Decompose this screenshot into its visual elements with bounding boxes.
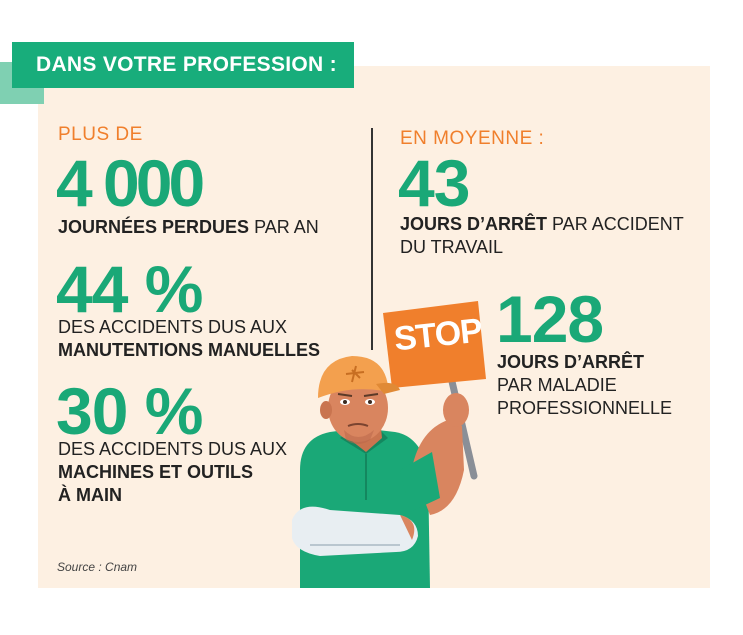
stat-days-lost-rest: PAR AN xyxy=(249,217,319,237)
banner-title: DANS VOTRE PROFESSION : xyxy=(12,42,354,88)
stat-disease-days-bold: JOURS D’ARRÊT xyxy=(497,352,645,372)
stat-accident-days-label: JOURS D’ARRÊT PAR ACCIDENT DU TRAVAIL xyxy=(400,213,684,259)
stat-handling-bold: MANUTENTIONS MANUELLES xyxy=(58,340,320,360)
stat-handling-value: 44 % xyxy=(56,252,203,326)
stat-days-lost-bold: JOURNÉES PERDUES xyxy=(58,217,250,237)
stat-accident-days-value: 43 xyxy=(398,146,470,220)
stat-handling-label: DES ACCIDENTS DUS AUX MANUTENTIONS MANUE… xyxy=(58,316,320,362)
stat-machines-bold1: MACHINES ET OUTILS xyxy=(58,462,254,482)
stat-accident-days-bold: JOURS D’ARRÊT xyxy=(400,214,548,234)
stat-disease-days-label: JOURS D’ARRÊT PAR MALADIE PROFESSIONNELL… xyxy=(497,351,672,420)
stat-days-lost-label: JOURNÉES PERDUES PAR AN xyxy=(58,216,319,239)
stat-handling-line1: DES ACCIDENTS DUS AUX xyxy=(58,317,288,337)
stat-machines-label: DES ACCIDENTS DUS AUX MACHINES ET OUTILS… xyxy=(58,438,287,507)
stat-accident-days-rest: PAR ACCIDENT xyxy=(547,214,684,234)
stat-disease-days-value: 128 xyxy=(496,282,604,356)
worker-cap xyxy=(318,356,400,398)
stat-machines-bold2: À MAIN xyxy=(58,485,122,505)
stat-disease-days-line2: PAR MALADIE xyxy=(497,375,617,395)
worker-head xyxy=(320,374,388,444)
raised-arm xyxy=(400,393,469,515)
stat-disease-days-line3: PROFESSIONNELLE xyxy=(497,398,673,418)
stop-sign xyxy=(383,301,486,388)
stat-days-lost-value: 4 000 xyxy=(56,146,205,220)
stat-machines-line1: DES ACCIDENTS DUS AUX xyxy=(58,439,288,459)
left-kicker: PLUS DE xyxy=(58,124,143,145)
right-kicker: EN MOYENNE : xyxy=(400,128,545,149)
column-divider xyxy=(371,128,373,350)
source-note: Source : Cnam xyxy=(57,560,138,574)
stat-accident-days-line2: DU TRAVAIL xyxy=(400,237,504,257)
stat-machines-value: 30 % xyxy=(56,374,203,448)
sling-arm xyxy=(292,506,418,556)
